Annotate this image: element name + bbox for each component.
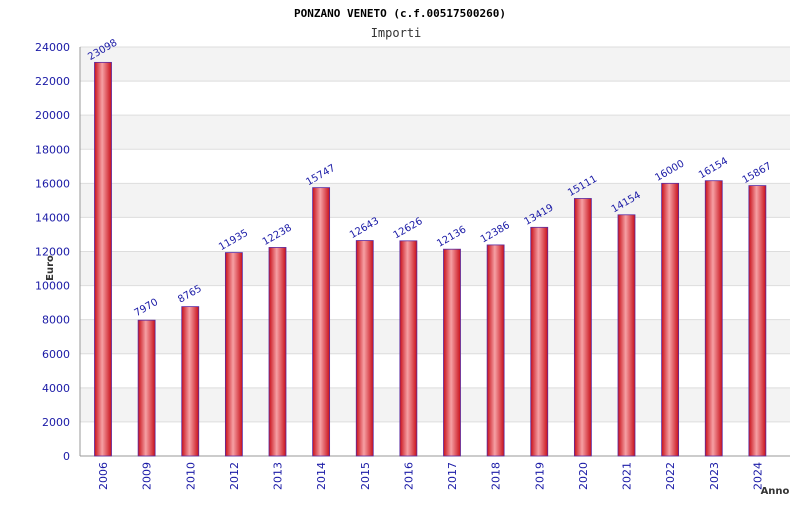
x-tick-label: 2023 <box>708 462 721 490</box>
grid-band <box>80 47 790 82</box>
y-tick-label: 24000 <box>35 41 70 54</box>
data-label: 8765 <box>176 283 204 305</box>
x-tick-label: 2006 <box>97 462 110 490</box>
bar <box>704 180 723 457</box>
y-axis-title: Euro <box>45 255 56 281</box>
data-label: 16154 <box>697 156 730 181</box>
x-axis-title: Anno <box>761 486 790 497</box>
bar <box>224 252 243 457</box>
chart-title: PONZANO VENETO (c.f.00517500260) <box>294 7 506 20</box>
y-tick-label: 8000 <box>42 314 70 327</box>
bar <box>486 244 505 457</box>
y-tick-label: 2000 <box>42 416 70 429</box>
bar <box>748 185 767 457</box>
plot-area: 0 2000 4000 6000 8000 10000 12000 14000 16000 180… <box>35 37 790 490</box>
x-tick-label: 2013 <box>272 462 285 490</box>
x-tick-label: 2024 <box>751 462 764 490</box>
bar <box>94 61 112 457</box>
bar <box>530 226 549 457</box>
data-label: 7970 <box>133 297 161 319</box>
data-label: 16000 <box>653 158 686 183</box>
data-label: 15867 <box>741 161 774 186</box>
x-tick-label: 2014 <box>315 462 328 490</box>
x-tick-label: 2021 <box>621 462 634 490</box>
x-tick-label: 2010 <box>184 462 197 490</box>
x-tick-label: 2020 <box>577 462 590 490</box>
x-tick-label: 2015 <box>359 462 372 490</box>
chart-subtitle: Importi <box>371 26 422 40</box>
x-tick-label: 2017 <box>446 462 459 490</box>
bar <box>443 248 461 457</box>
x-tick-label: 2018 <box>490 462 503 490</box>
bar <box>573 198 592 457</box>
bar <box>181 306 200 457</box>
y-tick-label: 12000 <box>35 246 70 259</box>
grid-band <box>80 183 790 218</box>
bar <box>268 247 287 457</box>
bar <box>617 214 636 457</box>
bar <box>399 240 418 457</box>
data-label: 12386 <box>479 220 512 245</box>
data-label: 11935 <box>217 228 250 253</box>
data-label: 12643 <box>348 216 381 241</box>
data-label: 12626 <box>392 216 425 241</box>
y-tick-label: 10000 <box>35 280 70 293</box>
x-tick-label: 2019 <box>533 462 546 490</box>
y-tick-label: 16000 <box>35 177 70 190</box>
x-tick-label: 2022 <box>664 462 677 490</box>
bar <box>661 182 680 457</box>
x-tick-label: 2012 <box>228 462 241 490</box>
y-tick-label: 14000 <box>35 211 70 224</box>
y-tick-label: 4000 <box>42 382 70 395</box>
bar <box>312 187 331 457</box>
y-tick-label: 20000 <box>35 109 70 122</box>
grid-band <box>80 115 790 150</box>
y-tick-label: 18000 <box>35 143 70 156</box>
x-tick-label: 2009 <box>141 462 154 490</box>
bar <box>355 240 374 457</box>
grid-band <box>80 251 790 286</box>
data-label: 12136 <box>435 224 468 249</box>
y-tick-label: 0 <box>63 450 70 463</box>
bar <box>137 319 156 457</box>
y-tick-label: 22000 <box>35 75 70 88</box>
data-label: 12238 <box>261 223 294 248</box>
x-tick-label: 2016 <box>402 462 415 490</box>
y-tick-label: 6000 <box>42 348 70 361</box>
